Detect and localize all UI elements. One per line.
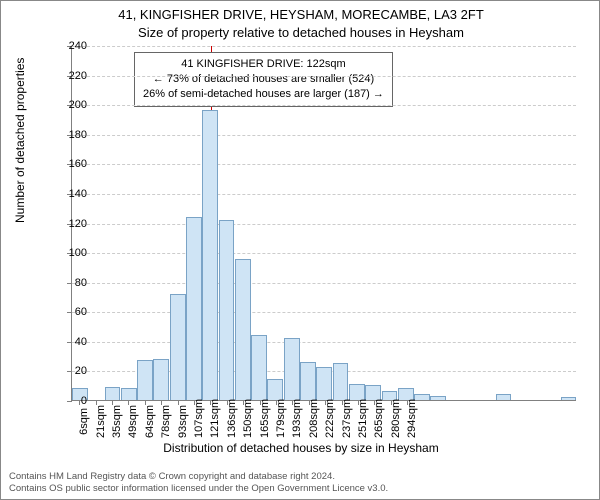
histogram-bar bbox=[235, 259, 251, 400]
footer-line-1: Contains HM Land Registry data © Crown c… bbox=[9, 471, 388, 483]
x-tick-label: 121sqm bbox=[209, 408, 221, 438]
x-tick-label: 78sqm bbox=[160, 408, 172, 438]
histogram-bar bbox=[202, 110, 218, 400]
gridline bbox=[72, 342, 576, 343]
histogram-bar bbox=[561, 397, 577, 400]
histogram-bar bbox=[365, 385, 381, 400]
y-tick-label: 220 bbox=[57, 70, 87, 82]
x-tick-label: 6sqm bbox=[78, 408, 90, 438]
x-tick-label: 280sqm bbox=[390, 408, 402, 438]
histogram-bar bbox=[251, 335, 267, 400]
callout-box: 41 KINGFISHER DRIVE: 122sqm← 73% of deta… bbox=[134, 52, 393, 107]
x-tick-label: 222sqm bbox=[324, 408, 336, 438]
gridline bbox=[72, 283, 576, 284]
x-tick-label: 193sqm bbox=[291, 408, 303, 438]
gridline bbox=[72, 194, 576, 195]
gridline bbox=[72, 46, 576, 47]
gridline bbox=[72, 76, 576, 77]
histogram-bar bbox=[170, 294, 186, 401]
x-tick-label: 64sqm bbox=[144, 408, 156, 438]
callout-line: 26% of semi-detached houses are larger (… bbox=[143, 87, 384, 102]
x-tick-label: 208sqm bbox=[308, 408, 320, 438]
histogram-bar bbox=[300, 362, 316, 400]
x-tick-label: 179sqm bbox=[275, 408, 287, 438]
x-tick-label: 150sqm bbox=[242, 408, 254, 438]
gridline bbox=[72, 253, 576, 254]
y-tick-label: 160 bbox=[57, 158, 87, 170]
x-tick-label: 251sqm bbox=[357, 408, 369, 438]
y-tick-label: 120 bbox=[57, 218, 87, 230]
y-tick-label: 20 bbox=[57, 365, 87, 377]
x-tick-label: 294sqm bbox=[406, 408, 418, 438]
histogram-bar bbox=[219, 220, 235, 400]
histogram-bar bbox=[316, 367, 332, 400]
x-tick-label: 265sqm bbox=[373, 408, 385, 438]
y-tick-label: 80 bbox=[57, 277, 87, 289]
footer-line-2: Contains OS public sector information li… bbox=[9, 483, 388, 495]
x-tick-label: 93sqm bbox=[177, 408, 189, 438]
y-axis-label: Number of detached properties bbox=[13, 58, 27, 223]
gridline bbox=[72, 224, 576, 225]
y-tick-label: 60 bbox=[57, 306, 87, 318]
histogram-bar bbox=[121, 388, 137, 400]
chart-title-address: 41, KINGFISHER DRIVE, HEYSHAM, MORECAMBE… bbox=[1, 7, 600, 22]
chart-subtitle: Size of property relative to detached ho… bbox=[1, 25, 600, 40]
x-tick-label: 165sqm bbox=[259, 408, 271, 438]
gridline bbox=[72, 164, 576, 165]
callout-line: ← 73% of detached houses are smaller (52… bbox=[143, 72, 384, 87]
histogram-bar bbox=[105, 387, 121, 400]
histogram-bar bbox=[349, 384, 365, 400]
x-tick-label: 35sqm bbox=[111, 408, 123, 438]
gridline bbox=[72, 135, 576, 136]
gridline bbox=[72, 105, 576, 106]
histogram-bar bbox=[186, 217, 202, 400]
y-tick-label: 100 bbox=[57, 247, 87, 259]
histogram-bar bbox=[333, 363, 349, 400]
y-tick-label: 240 bbox=[57, 40, 87, 52]
histogram-bar bbox=[267, 379, 283, 400]
chart-container: 41, KINGFISHER DRIVE, HEYSHAM, MORECAMBE… bbox=[0, 0, 600, 500]
y-tick-label: 0 bbox=[57, 395, 87, 407]
histogram-bar bbox=[137, 360, 153, 400]
histogram-bar bbox=[153, 359, 169, 400]
y-tick-label: 200 bbox=[57, 99, 87, 111]
plot-area: 41 KINGFISHER DRIVE: 122sqm← 73% of deta… bbox=[71, 46, 576, 401]
y-tick-label: 40 bbox=[57, 336, 87, 348]
y-tick-label: 140 bbox=[57, 188, 87, 200]
gridline bbox=[72, 312, 576, 313]
x-tick-label: 107sqm bbox=[193, 408, 205, 438]
x-tick-label: 49sqm bbox=[127, 408, 139, 438]
x-tick-label: 136sqm bbox=[226, 408, 238, 438]
histogram-bar bbox=[284, 338, 300, 400]
callout-line: 41 KINGFISHER DRIVE: 122sqm bbox=[143, 57, 384, 72]
y-tick-label: 180 bbox=[57, 129, 87, 141]
x-tick-label: 21sqm bbox=[95, 408, 107, 438]
x-tick-label: 237sqm bbox=[341, 408, 353, 438]
x-axis-label: Distribution of detached houses by size … bbox=[1, 441, 600, 455]
histogram-bar bbox=[430, 396, 446, 400]
histogram-bar bbox=[496, 394, 512, 400]
footer-attribution: Contains HM Land Registry data © Crown c… bbox=[9, 471, 388, 495]
